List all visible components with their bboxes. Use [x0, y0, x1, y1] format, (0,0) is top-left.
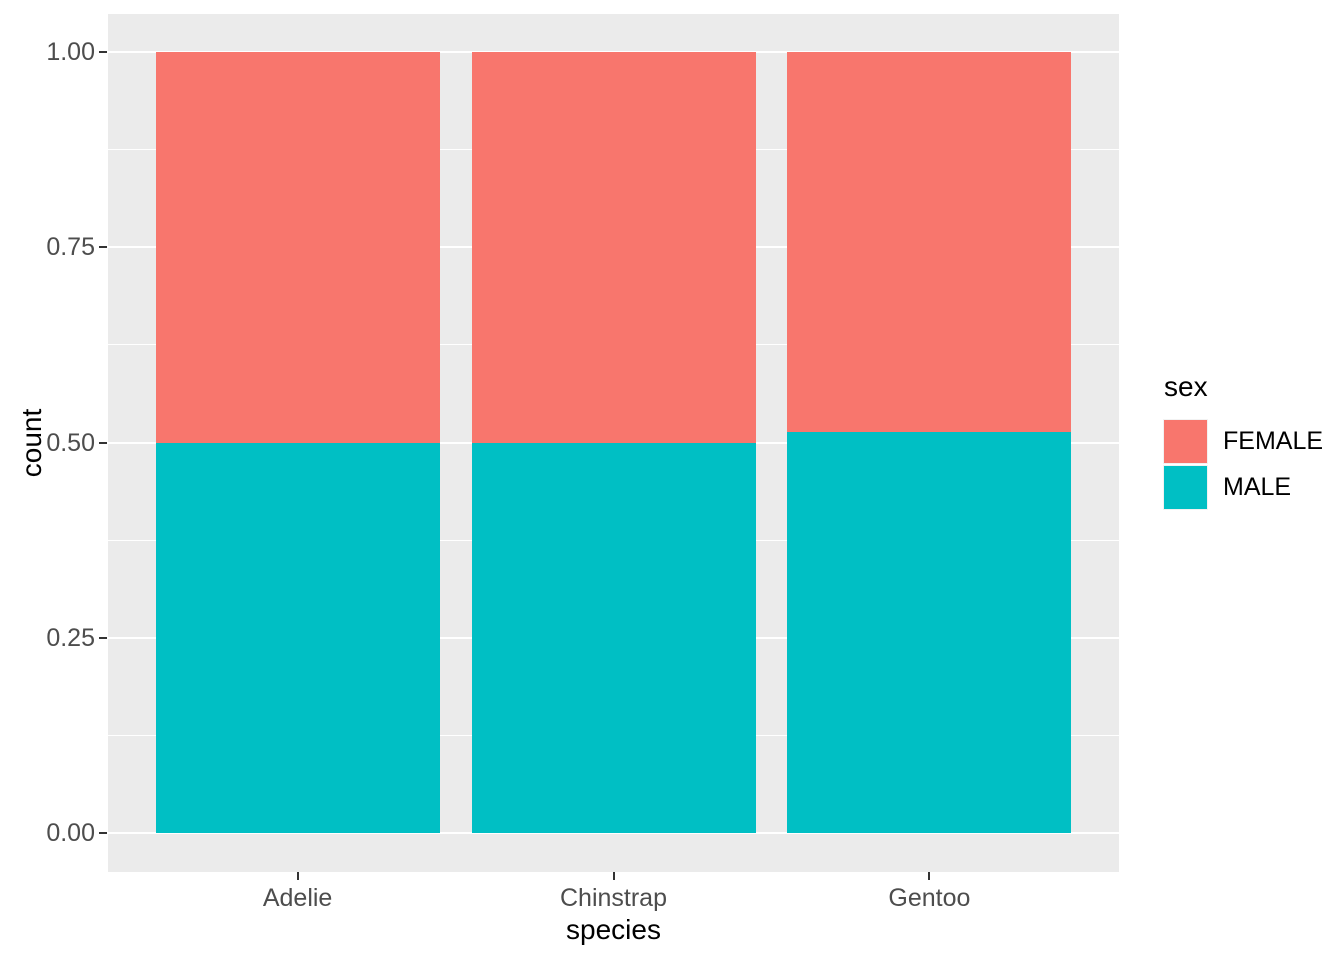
y-tick-label: 0.75: [46, 233, 95, 262]
x-tick-mark: [928, 872, 931, 880]
y-tick-mark: [99, 832, 107, 834]
y-axis-title: count: [16, 408, 47, 478]
x-tick-mark: [612, 872, 615, 880]
x-tick-label-adelie: Adelie: [262, 884, 333, 912]
bar-adelie-male: [155, 442, 440, 833]
x-tick-label-gentoo: Gentoo: [888, 884, 971, 912]
y-tick-label: 0.25: [46, 623, 95, 652]
bar-chinstrap-male: [471, 442, 756, 833]
legend-title: sex: [1164, 371, 1208, 402]
legend: sex FEMALE MALE: [1164, 372, 1342, 512]
y-tick-label: 0.00: [46, 819, 95, 847]
plot-panel: [108, 14, 1119, 872]
legend-item-female: FEMALE: [1164, 420, 1342, 463]
bar-gentoo-female: [787, 52, 1072, 433]
y-tick-mark: [99, 441, 107, 444]
y-tick-label: 0.50: [46, 428, 95, 457]
x-axis-title: species: [566, 914, 661, 945]
bar-adelie-female: [155, 52, 440, 443]
x-tick-mark: [296, 872, 299, 880]
legend-label-female: FEMALE: [1223, 427, 1324, 455]
male-color-swatch: [1164, 466, 1207, 509]
y-tick-mark: [99, 636, 107, 639]
gridline-major: [108, 832, 1119, 834]
bar-chinstrap-female: [471, 52, 756, 443]
bar-gentoo-male: [787, 432, 1072, 833]
y-tick-mark: [99, 246, 107, 249]
y-tick-label: 1.00: [46, 38, 95, 66]
female-color-swatch: [1164, 420, 1207, 463]
legend-item-male: MALE: [1164, 466, 1342, 509]
y-tick-mark: [99, 51, 107, 53]
x-tick-label-chinstrap: Chinstrap: [560, 884, 667, 912]
legend-label-male: MALE: [1223, 473, 1292, 501]
